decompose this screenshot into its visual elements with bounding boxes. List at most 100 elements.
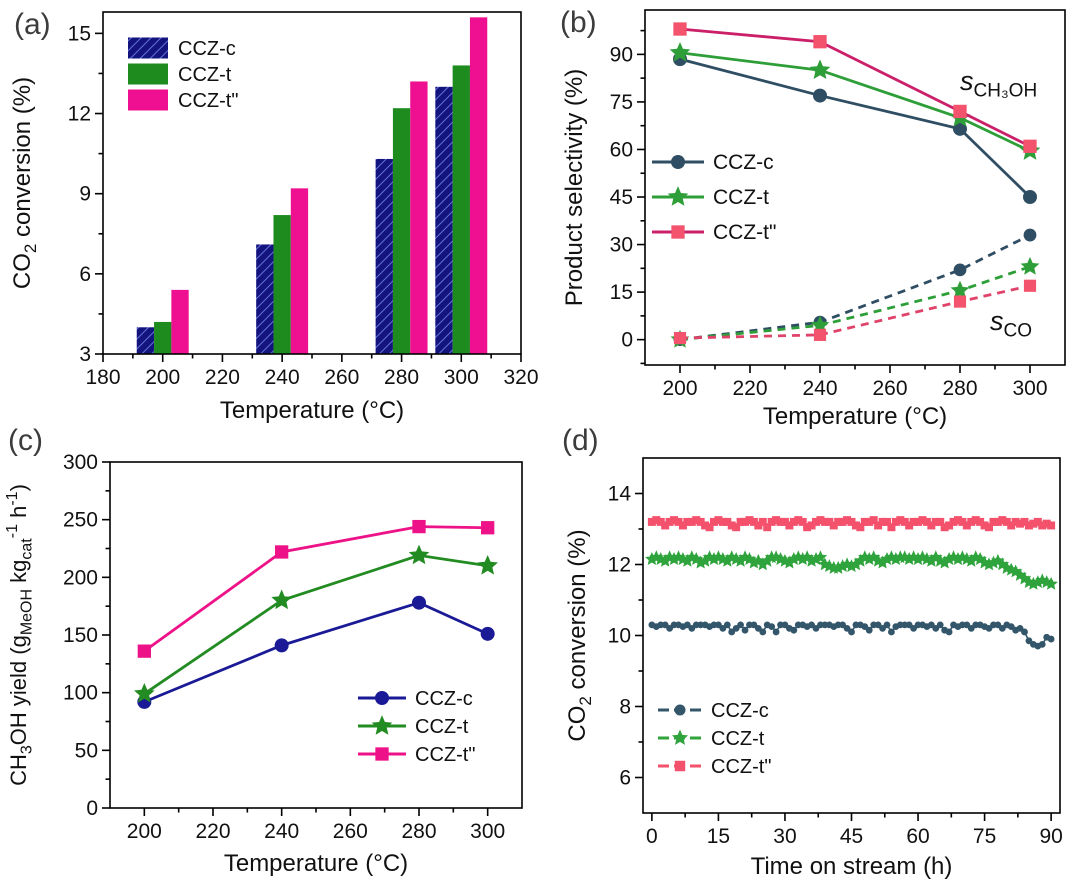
- y-axis-label: CO2 conversion (%): [564, 529, 595, 741]
- y-axis-label: CO2 conversion (%): [9, 77, 40, 289]
- series-CCZ-t": [673, 22, 1037, 153]
- svg-text:CCZ-c: CCZ-c: [415, 688, 473, 710]
- svg-text:45: 45: [840, 825, 863, 848]
- svg-text:30: 30: [773, 825, 796, 848]
- series-CCZ-t: [645, 550, 1058, 590]
- annotation: sCO: [990, 306, 1032, 342]
- svg-text:220: 220: [205, 366, 240, 389]
- svg-text:15: 15: [68, 22, 91, 45]
- x-axis-label: Temperature (°C): [763, 403, 947, 430]
- svg-text:CCZ-t: CCZ-t: [713, 186, 769, 209]
- svg-text:6: 6: [619, 767, 631, 790]
- svg-text:15: 15: [707, 825, 730, 848]
- svg-text:250: 250: [63, 509, 98, 532]
- svg-text:15: 15: [610, 281, 633, 304]
- svg-text:0: 0: [621, 329, 633, 352]
- svg-text:240: 240: [802, 377, 837, 400]
- legend: CCZ-c CCZ-t CCZ-t": [652, 151, 776, 244]
- svg-text:90: 90: [610, 43, 633, 66]
- panel-label-d: (d): [562, 424, 599, 457]
- panel-a: 180 200 220 240 260 280 300 320 3 6 9 12 15 CCZ-c CCZ-…: [0, 0, 540, 435]
- svg-text:8: 8: [619, 696, 631, 719]
- legend: CCZ-c CCZ-t CCZ-t": [658, 700, 771, 778]
- annotation: sCH₃OH: [960, 66, 1037, 102]
- series-CCZ-t: [134, 544, 498, 703]
- svg-text:CCZ-t": CCZ-t": [711, 756, 771, 778]
- svg-text:CCZ-t: CCZ-t: [711, 728, 765, 750]
- svg-text:260: 260: [333, 820, 368, 843]
- svg-text:100: 100: [63, 682, 98, 705]
- y-axis-label: CH3OH yield (gMeOH kgcat-1 h-1): [4, 484, 35, 786]
- chart-co2-conversion-bars: 180 200 220 240 260 280 300 3203691215CCZ-cCCZ-…: [9, 11, 539, 424]
- svg-text:CCZ-t": CCZ-t": [713, 221, 776, 244]
- svg-text:280: 280: [942, 377, 977, 400]
- axes: 180 200 220 240 260 280 300 320 3 6 9 12 15: [68, 22, 539, 389]
- svg-text:260: 260: [872, 377, 907, 400]
- svg-text:150: 150: [63, 624, 98, 647]
- axes: 200 220 240 260 280 300 0 50 100 150 200 250 300: [63, 451, 505, 843]
- series-CCZ-t": [673, 279, 1037, 345]
- chart-methanol-yield: 200 220 240 260 280 300 0 50 100 150 200 250 300 CCZ-…: [4, 451, 523, 877]
- svg-text:0: 0: [646, 825, 658, 848]
- svg-text:200: 200: [127, 820, 162, 843]
- svg-text:220: 220: [732, 377, 767, 400]
- svg-text:200: 200: [63, 566, 98, 589]
- svg-text:200: 200: [145, 366, 180, 389]
- svg-text:300: 300: [1012, 377, 1047, 400]
- series-CCZ-t: [670, 256, 1040, 348]
- svg-text:75: 75: [610, 91, 633, 114]
- svg-text:CCZ-c: CCZ-c: [178, 38, 236, 60]
- svg-text:6: 6: [79, 263, 91, 286]
- x-axis-label: Temperature (°C): [220, 397, 404, 424]
- chart-product-selectivity: 200 220 240 260 280 3000153045607590CCZ-cCCZ-…: [561, 9, 1066, 430]
- svg-text:0: 0: [86, 797, 98, 820]
- x-axis-label: Time on stream (h): [751, 853, 953, 880]
- chart-stability-time-on-stream: 0 15 30 45 60 75 90 6 8 10 12 14 CCZ-c CCZ-t CCZ-t" Tim…: [564, 457, 1063, 880]
- y-axis-label: Product selectivity (%): [561, 69, 588, 306]
- svg-text:240: 240: [265, 366, 300, 389]
- svg-text:12: 12: [608, 554, 631, 577]
- svg-text:3: 3: [79, 343, 91, 366]
- svg-text:280: 280: [401, 820, 436, 843]
- svg-text:CCZ-t": CCZ-t": [178, 90, 238, 112]
- svg-text:200: 200: [662, 377, 697, 400]
- svg-text:90: 90: [1039, 825, 1062, 848]
- panel-c: 200 220 240 260 280 300 0 50 100 150 200 250 300 CCZ-…: [0, 430, 540, 880]
- series-CCZ-c: [648, 621, 1055, 650]
- svg-text:320: 320: [503, 366, 538, 389]
- svg-text:45: 45: [610, 186, 633, 209]
- axes: 200 220 240 260 280 300 0 15 30 45 60 75 90: [610, 29, 1048, 400]
- panel-label-c: (c): [8, 424, 43, 457]
- axes: 0 15 30 45 60 75 90 6 8 10 12 14: [608, 483, 1063, 849]
- svg-text:300: 300: [444, 366, 479, 389]
- svg-text:60: 60: [610, 138, 633, 161]
- svg-text:180: 180: [85, 366, 120, 389]
- svg-text:14: 14: [608, 483, 632, 506]
- svg-text:CCZ-t: CCZ-t: [415, 716, 469, 738]
- bar-series: [136, 17, 488, 355]
- legend: CCZ-c CCZ-t CCZ-t": [358, 688, 475, 766]
- legend: CCZ-c CCZ-t CCZ-t": [128, 37, 238, 112]
- svg-text:CCZ-t: CCZ-t: [178, 64, 232, 86]
- panel-b: 200 220 240 260 280 300 0 15 30 45 60 75 90 CCZ-c CCZ-…: [540, 0, 1080, 435]
- svg-text:300: 300: [63, 451, 98, 474]
- svg-text:CCZ-c: CCZ-c: [713, 151, 774, 174]
- series-CCZ-c: [673, 228, 1037, 347]
- x-axis-label: Temperature (°C): [224, 850, 408, 877]
- series-CCZ-t": [137, 519, 495, 658]
- svg-text:CCZ-c: CCZ-c: [711, 700, 769, 722]
- svg-text:10: 10: [608, 625, 631, 648]
- svg-text:30: 30: [610, 234, 633, 257]
- panel-d: 0 15 30 45 60 75 90 6 8 10 12 14 CCZ-c CCZ-t CCZ-t" Tim…: [540, 430, 1080, 880]
- svg-text:50: 50: [75, 739, 98, 762]
- svg-text:60: 60: [906, 825, 929, 848]
- svg-text:75: 75: [973, 825, 996, 848]
- svg-text:9: 9: [79, 183, 91, 206]
- panel-label-b: (b): [560, 6, 597, 39]
- series-CCZ-t": [647, 516, 1056, 532]
- panel-label-a: (a): [14, 8, 51, 41]
- svg-text:12: 12: [68, 103, 91, 126]
- svg-text:300: 300: [470, 820, 505, 843]
- svg-text:220: 220: [195, 820, 230, 843]
